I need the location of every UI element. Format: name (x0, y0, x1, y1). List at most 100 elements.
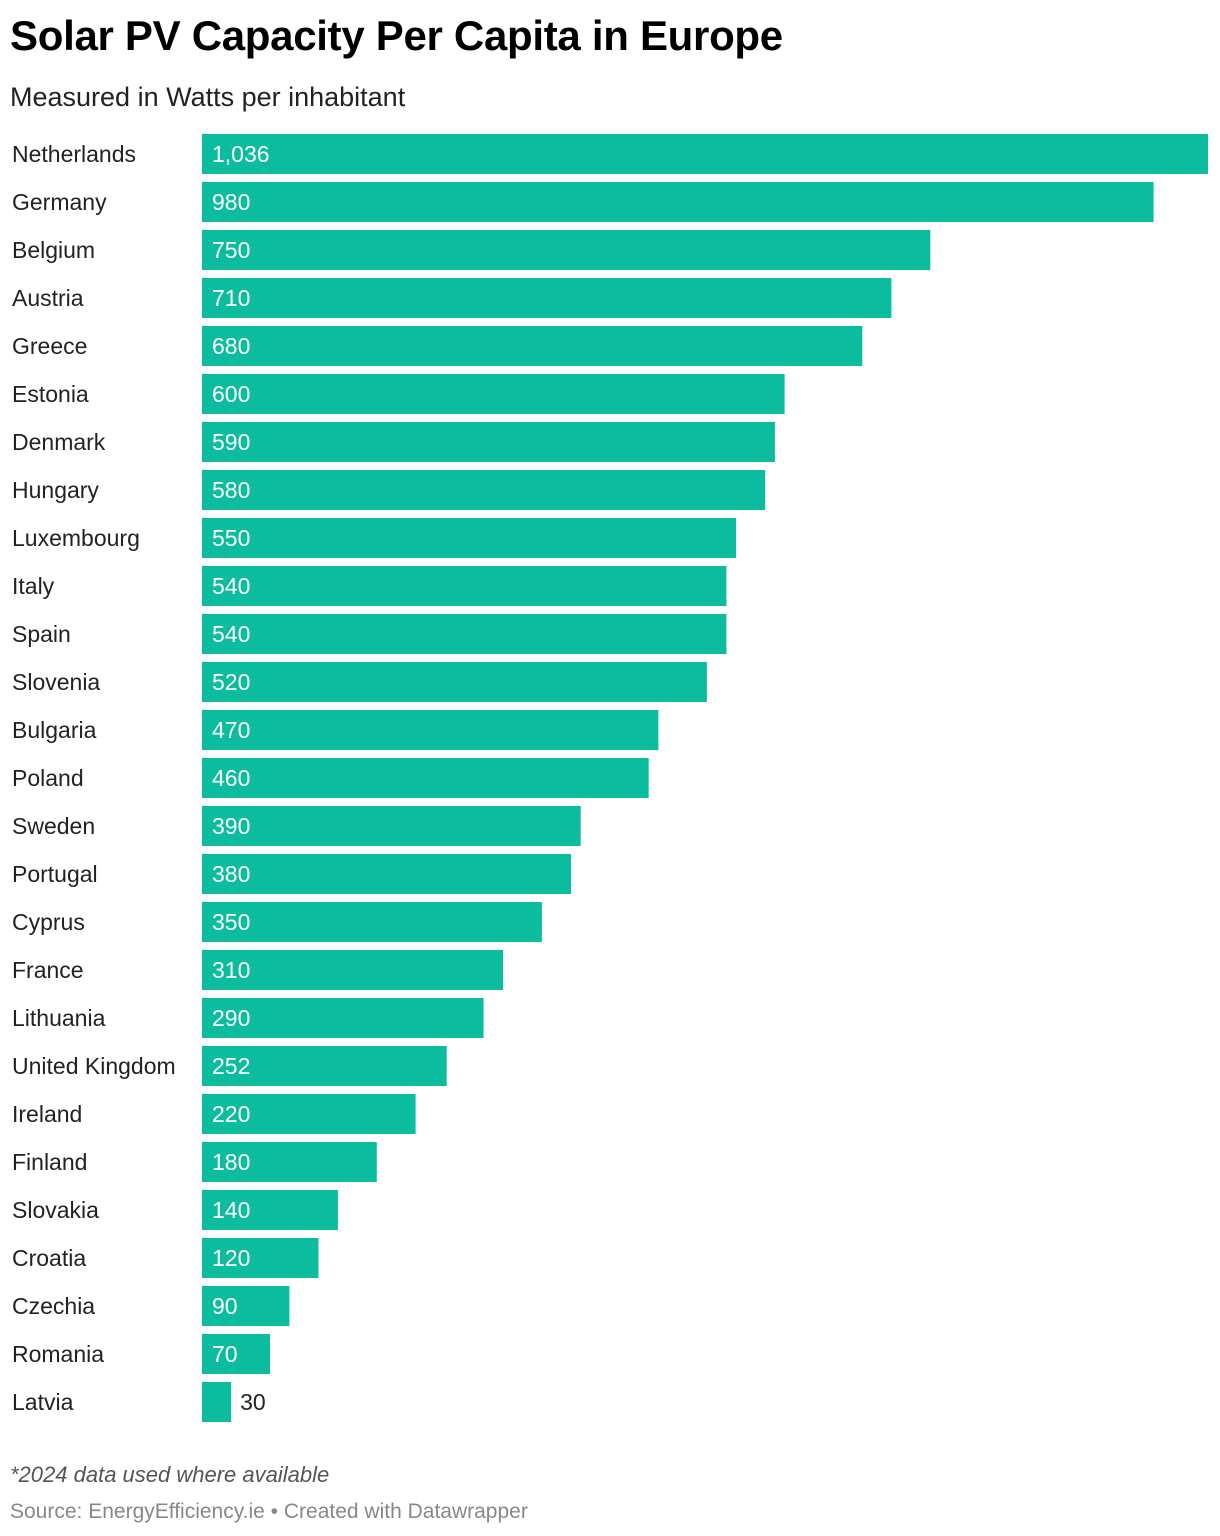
chart-title: Solar PV Capacity Per Capita in Europe (10, 12, 783, 59)
bar-romania (202, 1334, 270, 1374)
bar-ireland (202, 1094, 416, 1134)
category-label-sweden: Sweden (12, 813, 95, 839)
bar-austria (202, 278, 892, 318)
category-label-netherlands: Netherlands (12, 141, 136, 167)
category-label-spain: Spain (12, 621, 71, 647)
bar-france (202, 950, 503, 990)
value-label-finland: 180 (212, 1149, 250, 1175)
value-label-germany: 980 (212, 189, 250, 215)
bar-row-netherlands: Netherlands 1,036 (12, 134, 1208, 174)
value-label-netherlands: 1,036 (212, 141, 270, 167)
value-label-portugal: 380 (212, 861, 250, 887)
value-label-latvia: 30 (240, 1389, 266, 1415)
bar-row-lithuania: Lithuania 290 (12, 998, 484, 1038)
value-label-czechia: 90 (212, 1293, 238, 1319)
bar-row-estonia: Estonia 600 (12, 374, 785, 414)
bar-row-slovakia: Slovakia 140 (12, 1190, 338, 1230)
value-label-austria: 710 (212, 285, 250, 311)
bar-row-austria: Austria 710 (12, 278, 892, 318)
category-label-latvia: Latvia (12, 1389, 74, 1415)
bar-netherlands (202, 134, 1208, 174)
category-label-denmark: Denmark (12, 429, 106, 455)
category-label-italy: Italy (12, 573, 55, 599)
bar-row-portugal: Portugal 380 (12, 854, 571, 894)
bar-chart: Netherlands 1,036 Germany 980 Belgium 750 Aust… (12, 134, 1208, 1422)
bar-portugal (202, 854, 571, 894)
value-label-united-kingdom: 252 (212, 1053, 250, 1079)
value-label-ireland: 220 (212, 1101, 250, 1127)
bar-slovakia (202, 1190, 338, 1230)
category-label-finland: Finland (12, 1149, 87, 1175)
bar-row-denmark: Denmark 590 (12, 422, 775, 462)
bar-united-kingdom (202, 1046, 447, 1086)
value-label-lithuania: 290 (212, 1005, 250, 1031)
value-label-greece: 680 (212, 333, 250, 359)
category-label-greece: Greece (12, 333, 87, 359)
bar-lithuania (202, 998, 484, 1038)
bar-spain (202, 614, 727, 654)
bar-luxembourg (202, 518, 737, 558)
category-label-hungary: Hungary (12, 477, 99, 503)
value-label-slovenia: 520 (212, 669, 250, 695)
bar-row-sweden: Sweden 390 (12, 806, 581, 846)
category-label-luxembourg: Luxembourg (12, 525, 140, 551)
value-label-slovakia: 140 (212, 1197, 250, 1223)
bar-row-latvia: Latvia 30 (12, 1382, 266, 1422)
category-label-lithuania: Lithuania (12, 1005, 106, 1031)
value-label-belgium: 750 (212, 237, 250, 263)
value-label-spain: 540 (212, 621, 250, 647)
bar-row-slovenia: Slovenia 520 (12, 662, 707, 702)
category-label-croatia: Croatia (12, 1245, 86, 1271)
bar-poland (202, 758, 649, 798)
value-label-sweden: 390 (212, 813, 250, 839)
bar-row-belgium: Belgium 750 (12, 230, 931, 270)
bar-row-italy: Italy 540 (12, 566, 727, 606)
bar-italy (202, 566, 727, 606)
bar-czechia (202, 1286, 290, 1326)
bar-row-united-kingdom: United Kingdom 252 (12, 1046, 447, 1086)
category-label-france: France (12, 957, 84, 983)
bar-belgium (202, 230, 931, 270)
bar-row-ireland: Ireland 220 (12, 1094, 416, 1134)
bar-bulgaria (202, 710, 659, 750)
bar-germany (202, 182, 1154, 222)
category-label-austria: Austria (12, 285, 84, 311)
value-label-croatia: 120 (212, 1245, 250, 1271)
bar-row-cyprus: Cyprus 350 (12, 902, 542, 942)
bar-row-luxembourg: Luxembourg 550 (12, 518, 737, 558)
bar-estonia (202, 374, 785, 414)
bar-row-spain: Spain 540 (12, 614, 727, 654)
chart-subtitle: Measured in Watts per inhabitant (10, 82, 406, 112)
bar-row-greece: Greece 680 (12, 326, 863, 366)
value-label-bulgaria: 470 (212, 717, 250, 743)
bar-row-poland: Poland 460 (12, 758, 649, 798)
category-label-romania: Romania (12, 1341, 104, 1367)
bar-sweden (202, 806, 581, 846)
bar-cyprus (202, 902, 542, 942)
bar-row-croatia: Croatia 120 (12, 1238, 319, 1278)
footnote: *2024 data used where available (10, 1462, 330, 1487)
bar-croatia (202, 1238, 319, 1278)
category-label-united-kingdom: United Kingdom (12, 1053, 176, 1079)
category-label-estonia: Estonia (12, 381, 89, 407)
bar-row-hungary: Hungary 580 (12, 470, 766, 510)
value-label-france: 310 (212, 957, 250, 983)
category-label-slovakia: Slovakia (12, 1197, 99, 1223)
category-label-germany: Germany (12, 189, 107, 215)
category-label-cyprus: Cyprus (12, 909, 85, 935)
value-label-denmark: 590 (212, 429, 250, 455)
bar-row-romania: Romania 70 (12, 1334, 270, 1374)
category-label-bulgaria: Bulgaria (12, 717, 97, 743)
value-label-hungary: 580 (212, 477, 250, 503)
category-label-belgium: Belgium (12, 237, 95, 263)
category-label-slovenia: Slovenia (12, 669, 100, 695)
category-label-poland: Poland (12, 765, 84, 791)
bar-greece (202, 326, 863, 366)
bar-row-bulgaria: Bulgaria 470 (12, 710, 659, 750)
source-credit: Source: EnergyEfficiency.ie • Created wi… (10, 1500, 528, 1523)
bar-latvia (202, 1382, 232, 1422)
category-label-ireland: Ireland (12, 1101, 82, 1127)
value-label-estonia: 600 (212, 381, 250, 407)
value-label-poland: 460 (212, 765, 250, 791)
category-label-czechia: Czechia (12, 1293, 95, 1319)
